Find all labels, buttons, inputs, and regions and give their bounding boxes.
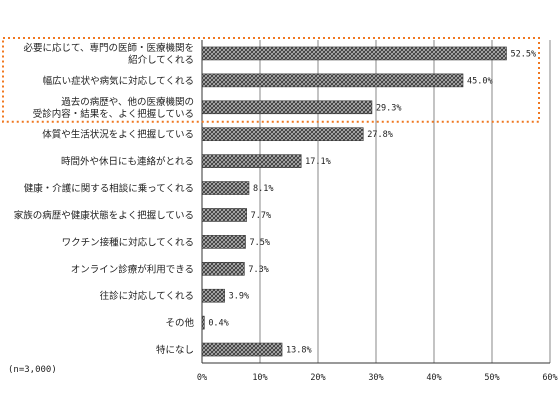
value-label: 0.4% [208,319,228,329]
value-label: 52.5% [511,49,537,59]
bar [201,73,464,88]
x-axis-ticks: 0% 10% 20% 30% 40% 50% 60% [197,373,558,383]
category-label: 体質や生活状況をよく把握している [42,129,194,141]
bar [201,315,205,330]
bar [201,181,250,195]
category-label: 必要に応じて、専門の医師・医療機関を紹介してくれる [23,42,194,66]
category-label-line: 必要に応じて、専門の医師・医療機関を [23,42,194,54]
bar [201,288,225,303]
category-label-line: 紹介してくれる [128,54,194,66]
x-tick-label: 50% [484,373,499,383]
gridlines [201,40,551,364]
category-label: 時間外や休日にも連絡がとれる [61,156,194,168]
category-label: 健康・介護に関する相談に乗ってくれる [24,183,194,195]
category-label-line: 特になし [156,344,194,356]
category-label-line: 体質や生活状況をよく把握している [42,129,194,141]
category-labels: 必要に応じて、専門の医師・医療機関を紹介してくれる幅広い症状や病気に対応してくれ… [14,42,195,356]
bar [201,208,247,222]
category-label: 幅広い症状や病気に対応してくれる [43,75,194,87]
bar [201,261,245,276]
bar [201,235,246,249]
category-label: オンライン診療が利用できる [71,263,194,275]
category-label-line: オンライン診療が利用できる [71,263,194,275]
x-tick-label: 30% [368,373,383,383]
bar [201,154,302,168]
category-label-line: 時間外や休日にも連絡がとれる [61,156,194,168]
x-tick-label: 60% [542,373,557,383]
value-labels: 52.5% 45.0% 29.3% 27.8% 17.1% 8.1% 7.7% 7.5% 7.3… [208,49,536,355]
category-label: ワクチン接種に対応してくれる [62,236,194,248]
x-tick-label: 0% [197,373,207,383]
bar [201,46,507,61]
value-label: 17.1% [305,157,331,167]
sample-size-note: (n=3,000) [8,365,57,375]
x-tick-label: 40% [426,373,441,383]
value-label: 13.8% [286,346,312,356]
bars-group [201,46,507,357]
value-label: 45.0% [467,76,493,86]
category-label-line: その他 [165,317,194,329]
value-label: 7.5% [250,238,270,248]
category-label: その他 [165,317,194,329]
category-label-line: ワクチン接種に対応してくれる [62,236,194,248]
x-tick-label: 10% [252,373,267,383]
value-label: 29.3% [376,103,402,113]
value-label: 27.8% [367,130,393,140]
bar [201,127,364,142]
value-label: 7.7% [251,211,271,221]
category-label-line: 過去の病歴や、他の医療機関の [61,96,194,108]
category-label: 特になし [156,344,194,356]
category-label: 家族の病歴や健康状態をよく把握している [14,209,194,221]
x-tick-label: 20% [310,373,325,383]
value-label: 7.3% [248,265,268,275]
category-label-line: 健康・介護に関する相談に乗ってくれる [24,183,194,195]
bar [201,342,283,357]
category-label-line: 家族の病歴や健康状態をよく把握している [14,209,194,221]
category-label: 過去の病歴や、他の医療機関の受診内容・結果を、よく把握している [33,96,194,120]
category-label-line: 往診に対応してくれる [100,290,194,302]
category-label: 往診に対応してくれる [100,290,194,302]
category-label-line: 幅広い症状や病気に対応してくれる [43,75,194,87]
value-label: 8.1% [253,184,273,194]
category-label-line: 受診内容・結果を、よく把握している [33,108,194,120]
bar [201,100,373,115]
value-label: 3.9% [229,292,249,302]
